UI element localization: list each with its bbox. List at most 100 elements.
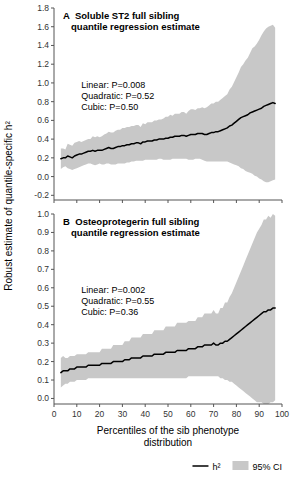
y-tick-label: 0.6	[37, 283, 49, 293]
y-tick	[51, 195, 54, 196]
panel-title: B Osteoprotegerin full sibling quantile …	[63, 216, 200, 238]
x-tick	[76, 200, 77, 203]
panel: -0.2 0.0 0.2 0.4 0.6 0.8 1.0 1.2 1.4 1.6 1.8 A Solu…	[34, 3, 282, 203]
panel-title-line: quantile regression estimate	[63, 21, 200, 32]
h2-line	[61, 103, 275, 159]
annotation-line: Quadratic: P=0.55	[81, 296, 154, 306]
x-tick	[122, 200, 123, 203]
y-tick	[51, 101, 54, 102]
y-tick	[51, 361, 54, 362]
legend-swatch	[232, 461, 248, 470]
legend: h² 95% CI	[192, 461, 282, 472]
y-tick-label: 0.5	[37, 301, 49, 311]
legend-swatch	[192, 465, 208, 467]
legend-item: 95% CI	[232, 461, 282, 472]
plot-area	[61, 25, 275, 182]
y-tick-label: 0.1	[37, 375, 49, 385]
y-tick-label: 0.6	[37, 115, 49, 125]
y-tick-label: 0.4	[37, 320, 49, 330]
plot-area	[61, 214, 275, 404]
legend-item: h²	[192, 462, 220, 472]
x-tick-label: 90	[254, 409, 264, 419]
y-tick-label: 0.4	[37, 134, 49, 144]
y-axis-title: Robust estimate of quantile-specific h²	[3, 121, 14, 291]
y-tick-label: 0.8	[37, 97, 49, 107]
x-tick	[76, 404, 77, 407]
x-tick	[259, 200, 260, 203]
x-axis-title-line: Percentiles of the sib phenotype	[97, 425, 240, 436]
y-tick-label: 1.2	[37, 59, 49, 69]
x-tick-label: 50	[163, 409, 173, 419]
x-tick	[145, 200, 146, 203]
x-tick	[168, 404, 169, 407]
x-tick	[99, 404, 100, 407]
panel-title-line: quantile regression estimate	[63, 227, 200, 238]
x-tick-label: 20	[95, 409, 105, 419]
x-tick	[282, 404, 283, 407]
y-tick	[51, 176, 54, 177]
y-tick-label: 0.0	[37, 393, 49, 403]
x-tick-label: 100	[275, 409, 289, 419]
x-tick	[259, 404, 260, 407]
x-tick	[168, 200, 169, 203]
y-tick	[51, 8, 54, 9]
y-tick	[51, 45, 54, 46]
ci-band	[61, 214, 275, 404]
x-tick	[236, 200, 237, 203]
legend-label: 95% CI	[252, 462, 282, 472]
y-tick-label: -0.2	[34, 190, 49, 200]
x-axis-title: Percentiles of the sib phenotypedistribu…	[97, 425, 240, 448]
x-tick	[54, 404, 55, 407]
y-tick-label: 0.0	[37, 172, 49, 182]
y-tick	[51, 380, 54, 381]
y-tick-label: 1.0	[37, 78, 49, 88]
y-tick	[51, 306, 54, 307]
x-tick	[190, 200, 191, 203]
annotation-line: Cubic: P=0.36	[81, 307, 138, 317]
x-tick	[122, 404, 123, 407]
x-tick-label: 60	[186, 409, 196, 419]
x-tick	[213, 200, 214, 203]
x-tick	[282, 200, 283, 203]
x-tick-label: 70	[209, 409, 219, 419]
y-axis	[54, 8, 55, 200]
y-tick	[51, 250, 54, 251]
y-tick	[51, 214, 54, 215]
x-tick	[190, 404, 191, 407]
x-tick-label: 0	[52, 409, 57, 419]
annotation-line: Quadratic: P=0.52	[81, 91, 154, 101]
y-tick-label: 0.9	[37, 227, 49, 237]
y-tick-label: 1.6	[37, 22, 49, 32]
y-tick-label: 1.8	[37, 3, 49, 13]
y-tick	[51, 287, 54, 288]
panel-title-line: B Osteoprotegerin full sibling	[63, 216, 199, 227]
ci-band	[61, 25, 275, 182]
y-tick-label: 0.7	[37, 264, 49, 274]
y-tick	[51, 343, 54, 344]
x-tick	[99, 200, 100, 203]
annotation-line: Linear: P=0.008	[81, 80, 145, 90]
y-tick	[51, 64, 54, 65]
x-tick-label: 30	[118, 409, 128, 419]
y-tick-label: 0.2	[37, 153, 49, 163]
annotation: Linear: P=0.002Quadratic: P=0.55Cubic: P…	[81, 285, 154, 317]
panel-title: A Soluble ST2 full sibling quantile regr…	[63, 10, 200, 32]
y-tick	[51, 139, 54, 140]
annotation: Linear: P=0.008Quadratic: P=0.52Cubic: P…	[81, 80, 154, 112]
y-tick-label: 0.2	[37, 357, 49, 367]
x-tick	[213, 404, 214, 407]
y-tick-label: 0.8	[37, 246, 49, 256]
y-tick	[51, 157, 54, 158]
panel-title-line: A Soluble ST2 full sibling	[63, 10, 179, 21]
annotation-line: Cubic: P=0.50	[81, 102, 138, 112]
x-tick	[236, 404, 237, 407]
x-tick-label: 80	[232, 409, 242, 419]
y-tick	[51, 232, 54, 233]
y-tick	[51, 120, 54, 121]
panel: 0.00.10.20.30.40.50.60.70.80.91.00102030…	[37, 209, 289, 472]
y-axis	[54, 214, 55, 404]
y-tick	[51, 398, 54, 399]
x-axis-title-line: distribution	[144, 437, 192, 448]
y-tick-label: 1.4	[37, 40, 49, 50]
y-tick	[51, 269, 54, 270]
